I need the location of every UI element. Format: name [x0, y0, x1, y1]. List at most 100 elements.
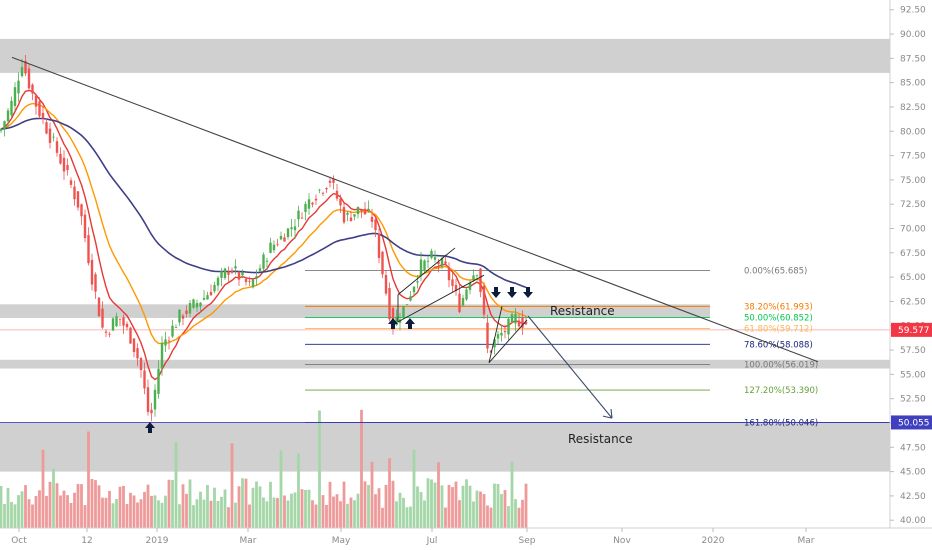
volume-bar	[367, 484, 370, 528]
volume-bar	[31, 504, 34, 528]
candle-body	[6, 110, 10, 122]
candle-body	[178, 309, 181, 323]
y-tick-label: 72.50	[900, 200, 926, 210]
candle-body	[433, 257, 437, 260]
y-tick-label: 82.50	[900, 103, 926, 113]
candle-body	[430, 250, 433, 258]
volume-bar	[409, 506, 412, 528]
y-tick-label: 65.00	[900, 273, 926, 283]
candle-body	[244, 279, 248, 283]
candle-body	[27, 68, 31, 89]
x-tick-label: 2020	[702, 536, 725, 546]
volume-bar	[311, 500, 314, 528]
volume-bar	[248, 504, 251, 528]
volume-bar	[521, 499, 524, 528]
price-tag-label: 59.577	[898, 326, 930, 336]
fib-level-label: 161.80%(50.046)	[744, 419, 818, 429]
candle-body	[80, 204, 83, 217]
candle-body	[83, 214, 87, 239]
down-arrow-icon	[523, 287, 533, 298]
candle-body	[237, 272, 241, 280]
candle-body	[419, 259, 423, 276]
candle-body	[62, 157, 66, 172]
volume-bar	[363, 481, 367, 528]
candle-body	[335, 190, 339, 199]
candle-body	[349, 217, 353, 222]
volume-bar	[164, 495, 167, 528]
x-tick-label: Sep	[519, 536, 536, 546]
volume-bar	[493, 483, 496, 528]
volume-bar	[178, 504, 181, 528]
candle-body	[342, 207, 346, 223]
x-tick-label: Mar	[240, 536, 257, 546]
x-tick-label: 12	[81, 536, 92, 546]
volume-bar	[251, 487, 255, 528]
candle-body	[325, 188, 328, 190]
candle-body	[475, 275, 479, 277]
candle-body	[181, 315, 185, 319]
y-tick-label: 85.00	[900, 79, 926, 89]
volume-bar	[412, 449, 416, 528]
volume-bar	[472, 501, 475, 528]
candle-body	[20, 67, 24, 76]
volume-bar	[223, 489, 227, 528]
candle-body	[17, 80, 20, 94]
candle-body	[122, 317, 125, 326]
candle-body	[136, 348, 139, 359]
volume-bar	[475, 490, 479, 528]
channel-line	[397, 247, 456, 295]
volume-bar	[227, 507, 230, 528]
volume-bar	[360, 409, 363, 528]
candle-body	[248, 281, 251, 282]
fib-level-label: 0.00%(65.685)	[744, 266, 807, 276]
resistance-label: Resistance	[550, 304, 615, 318]
candle-body	[52, 136, 55, 138]
volume-bar	[17, 495, 20, 528]
candle-body	[524, 321, 528, 325]
candle-body	[31, 84, 34, 94]
fib-level-label: 127.20%(53.390)	[744, 386, 818, 396]
candle-body	[192, 299, 195, 308]
candle-body	[185, 310, 188, 314]
y-tick-label: 57.50	[900, 346, 926, 356]
volume-bar	[524, 483, 528, 528]
volume-bar	[97, 485, 101, 528]
x-tick-label: 2019	[146, 536, 169, 546]
candle-body	[150, 409, 153, 414]
volume-bar	[237, 486, 241, 528]
candle-body	[517, 320, 521, 327]
candle-body	[202, 298, 206, 300]
y-tick-label: 92.50	[900, 6, 926, 16]
volume-bar	[157, 500, 160, 528]
volume-bar	[318, 410, 321, 528]
volume-bar	[90, 478, 94, 528]
volume-bar	[440, 485, 444, 528]
volume-bar	[136, 502, 139, 528]
volume-bar	[199, 491, 202, 528]
candle-body	[507, 318, 510, 335]
volume-bar	[202, 499, 206, 528]
candle-body	[108, 333, 111, 335]
volume-bar	[419, 491, 423, 528]
volume-bar	[104, 497, 108, 528]
candle-body	[461, 298, 465, 306]
candle-body	[87, 235, 90, 264]
volume-bar	[500, 494, 503, 528]
volume-bar	[279, 450, 283, 528]
volume-bar	[388, 458, 391, 528]
candle-body	[101, 308, 104, 328]
volume-bar	[216, 500, 220, 528]
volume-bar	[258, 486, 262, 528]
y-tick-label: 40.00	[900, 516, 926, 526]
zone-band	[0, 38, 890, 73]
volume-bar	[160, 502, 164, 528]
y-tick-label: 45.00	[900, 468, 926, 478]
candle-body	[465, 289, 468, 300]
candle-body	[255, 276, 258, 278]
volume-bar	[479, 491, 482, 528]
fib-level-label: 38.20%(61.993)	[744, 302, 813, 312]
volume-bar	[304, 489, 307, 528]
volume-bar	[517, 507, 521, 528]
candle-body	[69, 180, 73, 185]
